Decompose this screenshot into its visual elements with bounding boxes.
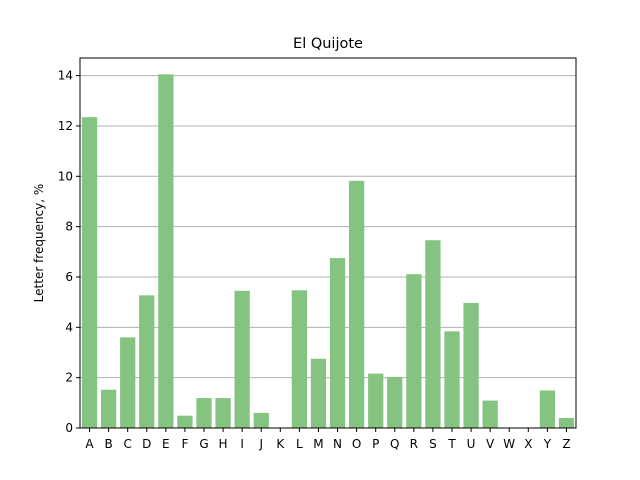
bar-M xyxy=(310,358,327,428)
x-tick-label-F: F xyxy=(181,437,188,451)
x-tick-label-P: P xyxy=(372,437,379,451)
bar-E xyxy=(158,74,174,429)
x-tick-label-X: X xyxy=(524,437,532,451)
bar-H xyxy=(215,398,231,428)
axis-ticks: 0 2 4 6 8 10 12 14 A B C D E F G H I J K L M N O P Q R S T U V W X Y Z xyxy=(58,69,571,451)
y-tick-label-6: 6 xyxy=(65,270,73,284)
x-tick-label-J: J xyxy=(258,437,263,451)
bar-D xyxy=(139,295,155,428)
y-tick-label-12: 12 xyxy=(58,119,73,133)
bar-N xyxy=(329,258,346,428)
y-tick-label-10: 10 xyxy=(58,169,73,183)
bar-U xyxy=(463,302,479,428)
x-tick-label-S: S xyxy=(429,437,437,451)
x-tick-label-T: T xyxy=(447,437,456,451)
x-tick-label-N: N xyxy=(333,437,342,451)
y-tick-label-8: 8 xyxy=(65,220,73,234)
bar-Q xyxy=(387,376,403,428)
x-tick-label-H: H xyxy=(219,437,228,451)
bar-C xyxy=(120,337,136,428)
bar-B xyxy=(100,389,117,428)
bars xyxy=(81,74,575,429)
x-tick-label-C: C xyxy=(123,437,131,451)
chart-title: El Quijote xyxy=(293,36,363,52)
x-tick-label-G: G xyxy=(199,437,208,451)
x-tick-label-Q: Q xyxy=(390,437,399,451)
y-tick-label-4: 4 xyxy=(65,320,73,334)
x-tick-label-E: E xyxy=(162,437,170,451)
bar-L xyxy=(291,290,308,428)
x-tick-label-W: W xyxy=(503,437,515,451)
x-tick-label-R: R xyxy=(410,437,418,451)
bar-P xyxy=(368,373,384,428)
bar-T xyxy=(444,331,460,428)
bar-G xyxy=(196,398,212,428)
x-tick-label-D: D xyxy=(142,437,151,451)
x-tick-label-K: K xyxy=(276,437,285,451)
y-tick-label-0: 0 xyxy=(65,421,73,435)
x-tick-label-U: U xyxy=(467,437,476,451)
bar-I xyxy=(234,290,250,428)
bar-A xyxy=(81,117,98,428)
bar-O xyxy=(348,180,365,428)
x-tick-label-Y: Y xyxy=(543,437,552,451)
bar-V xyxy=(482,400,498,428)
x-tick-label-M: M xyxy=(313,437,323,451)
bar-Z xyxy=(558,417,575,428)
bar-J xyxy=(253,412,269,428)
plot-frame xyxy=(79,57,577,429)
y-tick-label-14: 14 xyxy=(58,69,73,83)
x-tick-label-O: O xyxy=(352,437,361,451)
bar-S xyxy=(425,240,441,428)
bar-Y xyxy=(539,390,556,428)
bar-F xyxy=(177,415,193,428)
x-tick-label-I: I xyxy=(240,437,244,451)
x-tick-label-A: A xyxy=(85,437,94,451)
x-tick-label-Z: Z xyxy=(562,437,570,451)
x-tick-label-V: V xyxy=(486,437,495,451)
x-tick-label-L: L xyxy=(296,437,303,451)
x-tick-label-B: B xyxy=(104,437,112,451)
y-tick-label-2: 2 xyxy=(65,371,73,385)
bar-R xyxy=(406,274,422,428)
y-axis-label: Letter frequency, % xyxy=(32,184,46,303)
